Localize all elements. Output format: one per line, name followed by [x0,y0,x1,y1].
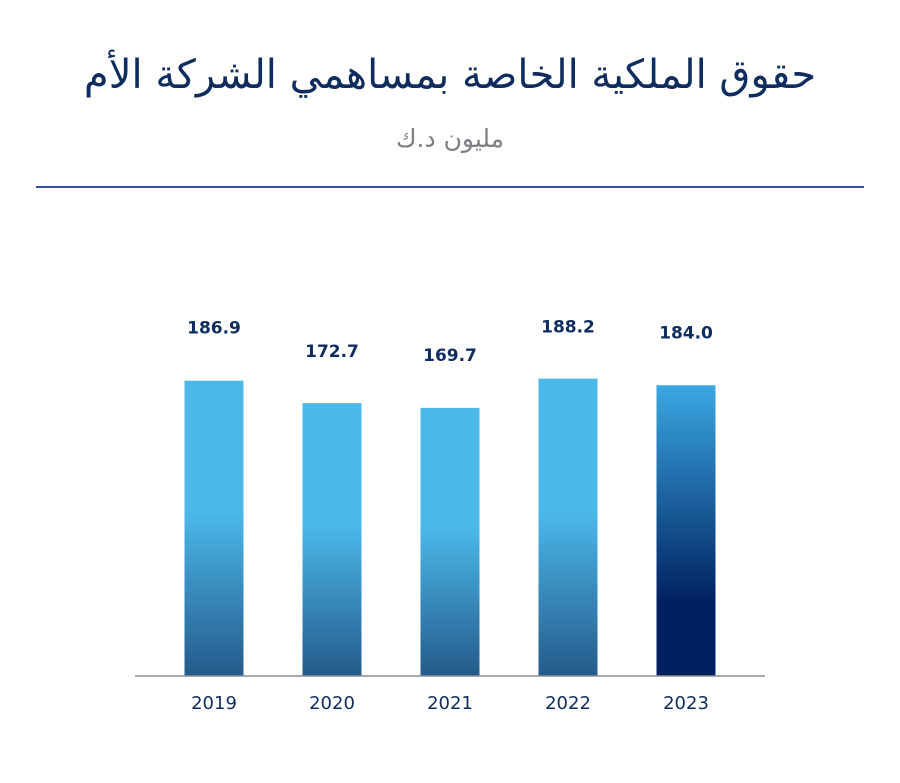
bar-2019 [184,380,244,676]
value-label-2021: 169.7 [423,346,477,366]
x-tick-label-2022: 2022 [545,693,591,714]
bar-2020 [302,403,362,676]
x-tick-label-2023: 2023 [663,693,709,714]
value-label-2020: 172.7 [305,342,359,362]
value-label-2022: 188.2 [541,318,595,338]
title-divider [36,186,864,188]
x-tick-label-2020: 2020 [309,693,355,714]
chart-title: حقوق الملكية الخاصة بمساهمي الشركة الأم [83,52,817,98]
x-tick-label-2021: 2021 [427,693,473,714]
bar-2021 [420,407,480,676]
x-tick-label-2019: 2019 [191,693,237,714]
bar-2023 [656,385,716,676]
value-label-2019: 186.9 [187,319,241,339]
chart-subtitle: مليون د.ك [395,124,505,153]
bar-2022 [538,378,598,676]
value-label-2023: 184.0 [659,323,713,343]
